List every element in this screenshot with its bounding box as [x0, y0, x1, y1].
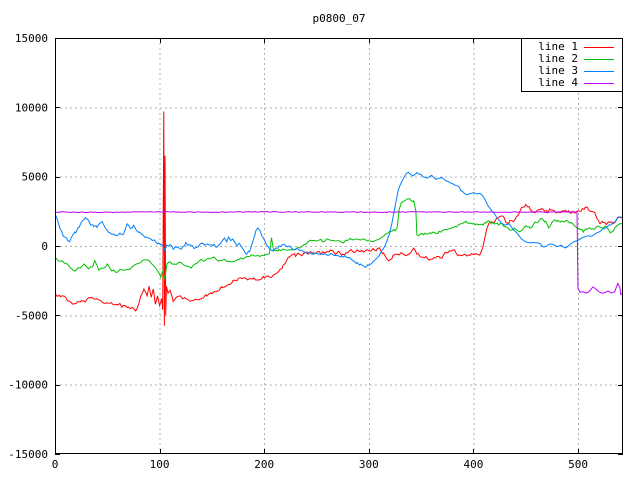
x-tick-label-0: 0 [52, 458, 59, 471]
y-tick-label--15000: -15000 [8, 448, 48, 461]
y-tick-label--5000: -5000 [15, 309, 48, 322]
y-tick-label-15000: 15000 [15, 32, 48, 45]
legend-line-sample-red [584, 46, 614, 48]
legend-label-line-1: line 1 [538, 40, 578, 53]
legend-row-line-1: line 1 [522, 41, 622, 53]
y-tick-label-10000: 10000 [15, 101, 48, 114]
x-tick-label-400: 400 [463, 458, 483, 471]
series-path-line-4 [55, 210, 623, 296]
x-tick-label-100: 100 [150, 458, 170, 471]
chart-title: p0800_07 [312, 12, 366, 25]
x-tick-label-300: 300 [359, 458, 379, 471]
y-tick-label-5000: 5000 [22, 171, 49, 184]
legend-box: line 1 line 2 line 3 line 4 [521, 38, 623, 92]
series-path-line-2 [55, 198, 623, 280]
legend-line-sample-magenta [584, 82, 614, 84]
x-tick-label-500: 500 [568, 458, 588, 471]
legend-line-sample-green [584, 58, 614, 60]
legend-row-line-4: line 4 [522, 77, 622, 89]
legend-label-line-4: line 4 [538, 76, 578, 89]
x-tick-label-200: 200 [254, 458, 274, 471]
legend-label-line-3: line 3 [538, 64, 578, 77]
legend-row-line-2: line 2 [522, 53, 622, 65]
legend-label-line-2: line 2 [538, 52, 578, 65]
series-path-line-3 [55, 171, 623, 269]
legend-line-sample-blue [584, 70, 614, 72]
y-tick-label-0: 0 [41, 240, 48, 253]
legend-row-line-3: line 3 [522, 65, 622, 77]
series-path-line-1 [55, 111, 623, 326]
y-tick-label--10000: -10000 [8, 379, 48, 392]
